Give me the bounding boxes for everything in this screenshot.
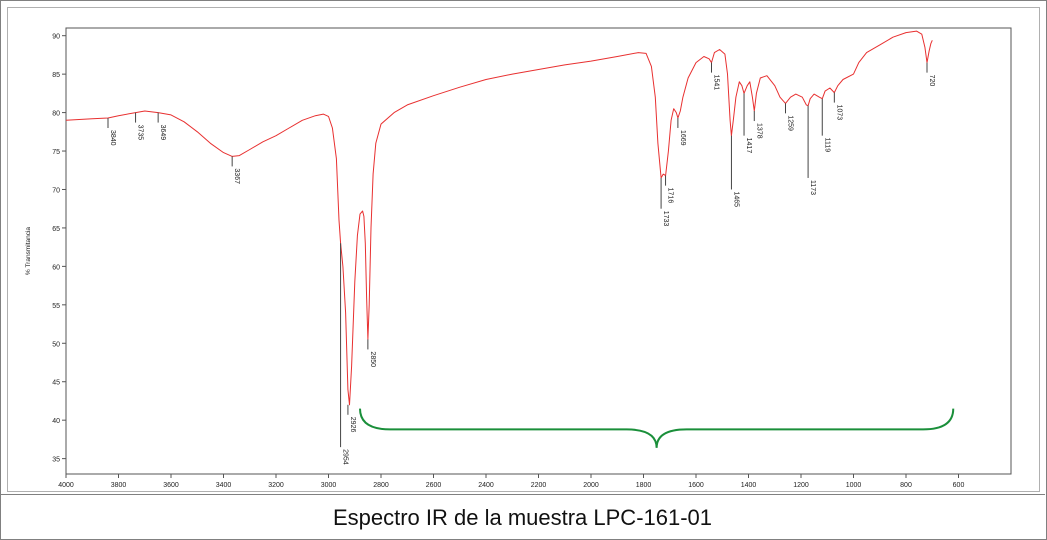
peak-label: 720: [928, 75, 935, 87]
x-tick-label: 2400: [478, 482, 494, 489]
y-tick-label: 75: [52, 149, 60, 156]
y-tick-label: 60: [52, 264, 60, 271]
figure-caption: Espectro IR de la muestra LPC-161-01: [332, 505, 713, 530]
peak-label: 1173: [809, 180, 816, 195]
peak-label: 2850: [369, 351, 376, 367]
y-tick-label: 35: [52, 457, 60, 464]
x-tick-label: 1400: [741, 482, 757, 489]
y-tick-label: 40: [52, 418, 60, 425]
y-tick-label: 65: [52, 226, 60, 233]
peak-label: 1541: [712, 75, 719, 91]
ir-chart: 4000 3800 3600 3400 3200 3000 2800 2600 2400 2200…: [7, 7, 1040, 492]
y-tick-label: 80: [52, 111, 60, 118]
x-tick-label: 2600: [426, 482, 442, 489]
peak-label: 3735: [137, 125, 144, 141]
peak-label: 3649: [159, 125, 166, 141]
y-tick-label: 45: [52, 380, 60, 387]
peak-label: 1417: [745, 138, 752, 154]
y-tick-label: 70: [52, 187, 60, 194]
ir-spectrum-svg: 4000 3800 3600 3400 3200 3000 2800 2600 2400 2200…: [25, 27, 1012, 489]
y-tick-label: 85: [52, 72, 60, 79]
peak-label: 1465: [732, 191, 739, 207]
y-tick-label: 90: [52, 34, 60, 41]
x-tick-label: 3800: [111, 482, 127, 489]
peak-label: 3367: [233, 168, 240, 184]
x-tick-label: 1800: [636, 482, 652, 489]
y-tick-label: 50: [52, 341, 60, 348]
peak-label: 1119: [823, 138, 830, 153]
annotation-brace: [359, 408, 955, 448]
plot-frame: [65, 27, 1012, 475]
peak-label: 1259: [787, 115, 794, 131]
spectrum-line: [65, 30, 933, 406]
x-tick-label: 1600: [688, 482, 704, 489]
y-axis-title: % Transmitancia: [25, 227, 32, 275]
x-tick-label: 800: [900, 482, 912, 489]
caption-separator: [0, 494, 1045, 495]
x-tick-label: 3600: [163, 482, 179, 489]
x-tick-label: 4000: [58, 482, 74, 489]
x-tick-label: 3200: [268, 482, 284, 489]
y-tick-label: 55: [52, 303, 60, 310]
x-tick-label: 600: [953, 482, 965, 489]
peak-label: 2926: [349, 417, 356, 433]
peak-label: 1669: [679, 130, 686, 146]
x-tick-label: 3000: [321, 482, 337, 489]
x-tick-label: 1200: [793, 482, 809, 489]
peak-label: 2954: [342, 449, 349, 465]
x-tick-label: 2000: [583, 482, 599, 489]
x-tick-label: 2800: [373, 482, 389, 489]
peak-label: 3840: [109, 130, 116, 146]
peak-label: 1073: [835, 105, 842, 121]
peak-label: 1733: [662, 211, 669, 227]
x-tick-label: 2200: [531, 482, 547, 489]
x-tick-label: 1000: [846, 482, 862, 489]
peak-label: 1378: [755, 123, 762, 139]
x-tick-label: 3400: [216, 482, 232, 489]
peak-label: 1716: [667, 188, 674, 204]
